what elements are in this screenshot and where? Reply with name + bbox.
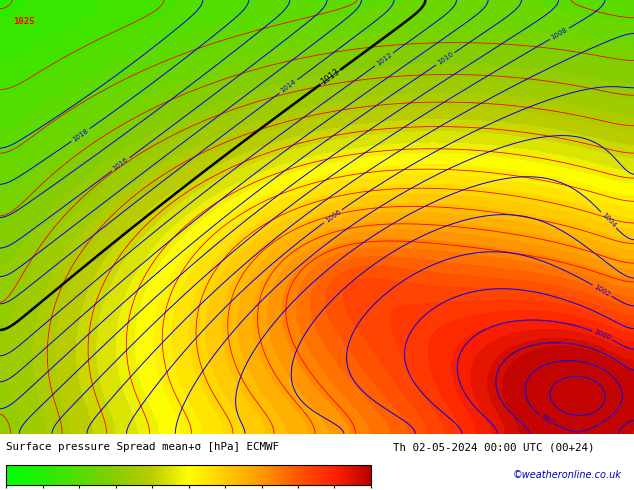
Text: Th 02-05-2024 00:00 UTC (00+24): Th 02-05-2024 00:00 UTC (00+24) (393, 442, 595, 452)
Text: ©weatheronline.co.uk: ©weatheronline.co.uk (512, 470, 621, 480)
Text: 1013: 1013 (319, 67, 342, 87)
Text: 1006: 1006 (324, 208, 342, 224)
Text: 1010: 1010 (436, 51, 455, 66)
Text: 998: 998 (540, 414, 554, 426)
Text: 1012: 1012 (375, 52, 393, 67)
Text: 1000: 1000 (593, 329, 612, 342)
Text: Surface pressure Spread mean+σ [hPa] ECMWF: Surface pressure Spread mean+σ [hPa] ECM… (6, 442, 280, 452)
Text: 1004: 1004 (600, 211, 617, 228)
Text: 1025: 1025 (13, 17, 34, 26)
Text: 1018: 1018 (72, 127, 89, 143)
Text: 1002: 1002 (593, 284, 611, 298)
Text: 1016: 1016 (112, 157, 130, 172)
Text: 1008: 1008 (550, 26, 569, 41)
Text: 1014: 1014 (280, 79, 297, 94)
